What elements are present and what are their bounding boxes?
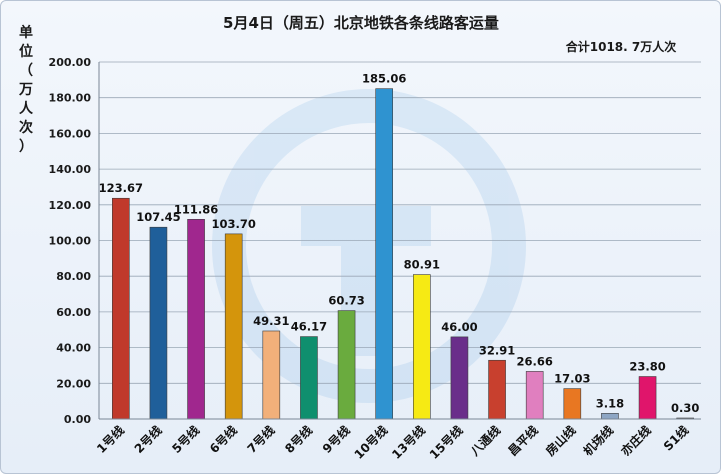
y-tick-label: 0.00 — [64, 413, 91, 426]
bar — [224, 233, 243, 420]
value-label: 0.30 — [671, 401, 699, 415]
value-label: 80.91 — [404, 258, 440, 272]
y-tick-label: 180.00 — [49, 92, 92, 105]
x-tick-label: S1线 — [660, 423, 691, 454]
bar — [601, 413, 619, 420]
x-tick-label: 机场线 — [580, 423, 616, 459]
y-tick-label: 40.00 — [56, 342, 91, 355]
x-tick-label: 13号线 — [389, 423, 428, 462]
value-label: 46.17 — [291, 320, 327, 334]
value-label: 60.73 — [328, 294, 364, 308]
value-label: 49.31 — [253, 314, 289, 328]
value-label: 123.67 — [99, 181, 143, 195]
y-axis-label: 单位（万人次） — [18, 24, 34, 155]
bar — [375, 88, 393, 420]
y-tick-label: 80.00 — [56, 270, 91, 283]
value-label: 26.66 — [516, 354, 552, 368]
x-tick-label: 亦庄线 — [618, 423, 654, 459]
bar — [525, 371, 544, 420]
value-label: 17.03 — [554, 372, 590, 386]
x-tick-labels: 1号线 2号线 5号线 6号线 7号线 8号线 9号线10号线13号线15号线 八通线 昌平线房… — [93, 423, 691, 462]
x-tick-label: 八通线 — [466, 423, 503, 460]
value-label: 32.91 — [479, 343, 515, 357]
bar — [262, 330, 281, 420]
bar — [112, 197, 130, 420]
x-tick-label: 5号线 — [169, 423, 202, 456]
bar — [488, 359, 506, 420]
y-tick-label: 20.00 — [56, 377, 91, 390]
bar — [563, 388, 582, 420]
y-tick-label: 140.00 — [49, 163, 92, 176]
y-tick-label: 60.00 — [56, 306, 91, 319]
x-tick-label: 7号线 — [244, 423, 277, 456]
bar — [450, 336, 469, 420]
bar — [337, 310, 356, 420]
y-tick-label: 120.00 — [49, 199, 92, 212]
value-label: 3.18 — [596, 396, 624, 410]
bar — [187, 219, 205, 420]
y-tick-label: 160.00 — [49, 127, 92, 140]
bar — [638, 376, 657, 420]
x-tick-label: 10号线 — [351, 423, 390, 462]
value-label: 23.80 — [629, 360, 665, 374]
x-tick-label: 15号线 — [426, 423, 465, 462]
x-tick-label: 房山线 — [542, 423, 578, 459]
x-tick-label: 2号线 — [131, 423, 164, 456]
y-tick-label: 200.00 — [49, 56, 92, 69]
x-tick-label: 6号线 — [206, 423, 239, 456]
value-label: 103.70 — [211, 217, 255, 231]
value-label: 185.06 — [362, 72, 406, 86]
y-tick-labels: 0.00 20.00 40.00 60.00 80.00 100.00 120.00 140.… — [49, 56, 92, 426]
bar — [149, 226, 168, 420]
bar — [300, 336, 318, 420]
x-tick-label: 8号线 — [282, 423, 315, 456]
bars — [112, 88, 694, 420]
total-label: 合计1018. 7万人次 — [566, 39, 677, 54]
bar — [413, 274, 431, 420]
y-tick-label: 100.00 — [49, 235, 92, 248]
chart-title: 5月4日（周五）北京地铁各条线路客运量 — [223, 14, 499, 32]
x-tick-label: 昌平线 — [505, 423, 541, 459]
value-label: 46.00 — [441, 320, 477, 334]
value-label: 111.86 — [174, 202, 218, 216]
x-tick-label: 1号线 — [93, 423, 126, 456]
value-label: 107.45 — [136, 210, 180, 224]
x-tick-label: 9号线 — [319, 423, 352, 456]
